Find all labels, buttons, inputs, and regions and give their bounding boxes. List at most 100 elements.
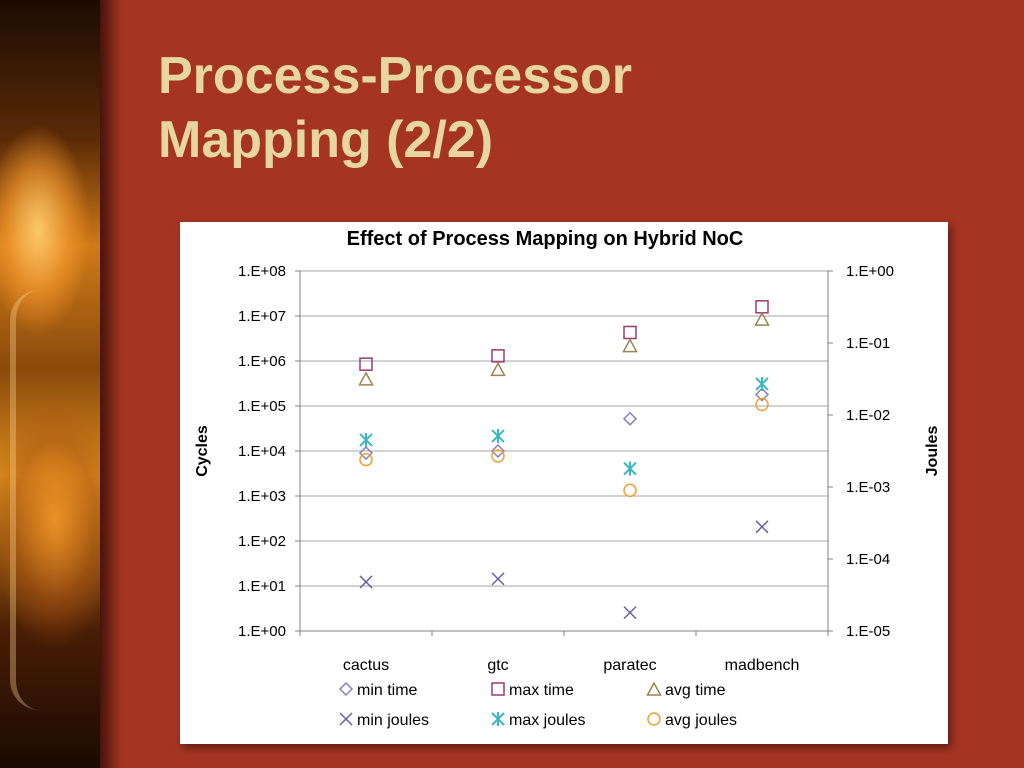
glass-image xyxy=(10,290,86,710)
legend-item-avg-time: avg time xyxy=(646,681,726,699)
diamond-shape xyxy=(338,681,354,697)
left-tick-label: 1.E+03 xyxy=(238,488,286,505)
legend-item-avg-joules: avg joules xyxy=(647,712,737,729)
diamond-shape xyxy=(490,443,506,459)
legend-item-min-time: min time xyxy=(338,681,418,699)
right-tick-label: 1.E-03 xyxy=(846,479,890,496)
square-shape xyxy=(755,300,769,314)
category-label: paratec xyxy=(603,657,656,674)
square-shape xyxy=(491,349,505,363)
avg-time-point xyxy=(754,311,770,326)
triangle-shape xyxy=(490,361,506,377)
max-joules-point xyxy=(755,376,769,391)
right-tick-label: 1.E-05 xyxy=(846,623,890,640)
category-label: madbench xyxy=(725,657,800,674)
max-time-point xyxy=(755,300,769,314)
slide-title: Process-Processor Mapping (2/2) xyxy=(158,44,632,172)
min-joules-point xyxy=(491,572,505,586)
legend-label-max-time: max time xyxy=(509,682,574,699)
square-shape xyxy=(623,325,637,340)
right-axis-ticks: 1.E-05 1.E-04 1.E-03 1.E-02 1.E-01 1.E+00 xyxy=(828,263,894,640)
legend-item-max-joules: max joules xyxy=(491,712,585,729)
x-stroke xyxy=(623,606,637,620)
legend-label-max-joules: max joules xyxy=(509,712,585,729)
legend-marker-min-time xyxy=(338,681,354,697)
circle-shape xyxy=(623,483,637,498)
right-axis-title: Joules xyxy=(924,426,941,477)
diamond-shape xyxy=(754,387,770,402)
avg-joules-point xyxy=(491,449,505,463)
x-stroke xyxy=(755,520,769,534)
left-tick-label: 1.E+01 xyxy=(238,578,286,595)
right-tick-label: 1.E+00 xyxy=(846,263,894,280)
max-time-point xyxy=(623,325,637,340)
left-tick-label: 1.E+04 xyxy=(238,443,286,460)
grid-lines xyxy=(300,270,828,632)
right-tick-label: 1.E-04 xyxy=(846,551,890,568)
left-axis-title: Cycles xyxy=(194,425,211,477)
legend-marker-max-time xyxy=(491,682,505,696)
min-joules-point xyxy=(359,575,373,589)
right-tick-label: 1.E-01 xyxy=(846,335,890,352)
left-tick-label: 1.E+07 xyxy=(238,308,286,325)
legend: min time max time avg time min joules max jo… xyxy=(338,681,737,729)
min-joules-point xyxy=(623,606,637,620)
left-tick-label: 1.E+05 xyxy=(238,398,286,415)
triangle-shape xyxy=(358,371,374,386)
legend-marker-avg-time xyxy=(646,681,662,696)
left-tick-label: 1.E+02 xyxy=(238,533,286,550)
circle-shape xyxy=(491,449,505,463)
avg-joules-point xyxy=(359,452,373,467)
square-shape xyxy=(491,682,505,696)
x-stroke xyxy=(339,712,353,726)
legend-item-max-time: max time xyxy=(491,682,574,699)
chart-title: Effect of Process Mapping on Hybrid NoC xyxy=(347,228,744,250)
legend-item-min-joules: min joules xyxy=(339,712,429,729)
avg-joules-point xyxy=(755,397,769,412)
max-joules-point xyxy=(623,461,637,476)
legend-label-min-joules: min joules xyxy=(357,712,429,729)
legend-marker-min-joules xyxy=(339,712,353,726)
left-axis-ticks: 1.E+00 1.E+01 1.E+02 1.E+03 1.E+04 1.E+05 1.E+… xyxy=(238,263,300,640)
right-tick-label: 1.E-02 xyxy=(846,407,890,424)
slide-title-line-2: Mapping (2/2) xyxy=(158,111,494,169)
avg-time-point xyxy=(622,338,638,353)
left-tick-label: 1.E+06 xyxy=(238,353,286,370)
x-stroke xyxy=(359,575,373,589)
square-shape xyxy=(359,357,373,371)
min-joules-point xyxy=(755,520,769,534)
circle-shape xyxy=(647,712,661,726)
triangle-shape xyxy=(646,681,662,696)
x-stroke xyxy=(491,572,505,586)
data-markers xyxy=(358,300,770,620)
max-joules-point xyxy=(359,432,373,447)
avg-time-point xyxy=(358,371,374,386)
avg-time-point xyxy=(490,361,506,377)
min-time-point xyxy=(754,387,770,402)
legend-label-avg-joules: avg joules xyxy=(665,712,737,729)
category-label: cactus xyxy=(343,657,389,674)
avg-joules-point xyxy=(623,483,637,498)
category-label: gtc xyxy=(487,657,508,674)
decorative-photo-band xyxy=(0,0,100,768)
axes xyxy=(299,271,829,636)
chart-panel: Effect of Process Mapping on Hybrid NoC … xyxy=(180,222,948,744)
max-time-point xyxy=(491,349,505,363)
circle-shape xyxy=(359,452,373,467)
band-shadow xyxy=(100,0,122,768)
circle-shape xyxy=(755,397,769,412)
triangle-shape xyxy=(622,338,638,353)
min-time-point xyxy=(622,411,638,426)
slide-title-line-1: Process-Processor xyxy=(158,47,633,105)
diamond-shape xyxy=(358,445,374,461)
legend-label-min-time: min time xyxy=(357,682,418,699)
min-time-point xyxy=(358,445,374,461)
left-tick-label: 1.E+08 xyxy=(238,263,286,280)
scatter-chart: Effect of Process Mapping on Hybrid NoC … xyxy=(194,228,941,729)
legend-marker-avg-joules xyxy=(647,712,661,726)
legend-label-avg-time: avg time xyxy=(665,682,726,699)
min-time-point xyxy=(490,443,506,459)
diamond-shape xyxy=(622,411,638,426)
max-time-point xyxy=(359,357,373,371)
triangle-shape xyxy=(754,311,770,326)
